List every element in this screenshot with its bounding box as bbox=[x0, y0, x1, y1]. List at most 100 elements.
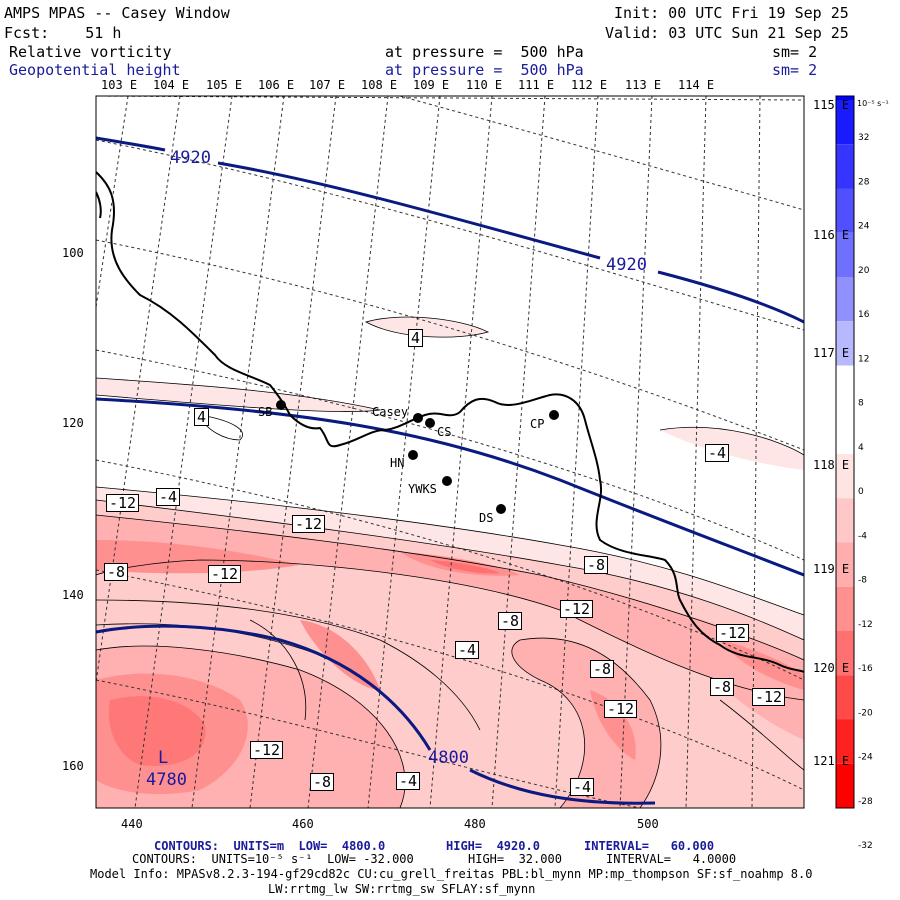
x-tick-label: 440 bbox=[121, 817, 143, 831]
footer-model-info-2: LW:rrtmg_lw SW:rrtmg_sw SFLAY:sf_mynn bbox=[268, 882, 536, 896]
height-contour-label: 4920 bbox=[170, 148, 211, 168]
colorbar-bin bbox=[836, 100, 854, 145]
vorticity-contour-label: -4 bbox=[705, 444, 730, 462]
vorticity-contour-label: 4 bbox=[194, 408, 210, 426]
colorbar-bin bbox=[836, 763, 854, 808]
vorticity-contour-label: -4 bbox=[156, 488, 181, 506]
graticule bbox=[96, 96, 804, 808]
lon-label-right: 119 E bbox=[813, 562, 850, 576]
colorbar-tick-label: 28 bbox=[858, 177, 870, 187]
colorbar-tick-label: 16 bbox=[858, 310, 870, 320]
init-time: Init: 00 UTC Fri 19 Sep 25 bbox=[614, 4, 849, 22]
colorbar-tick-label: 0 bbox=[858, 487, 864, 497]
vorticity-contours bbox=[96, 316, 804, 808]
colorbar-frame bbox=[835, 95, 855, 809]
lon-label-top: 105 E bbox=[206, 78, 243, 92]
station-marker-casey bbox=[413, 413, 423, 423]
footer-model-info: Model Info: MPASv8.2.3-194-gf29cd82c CU:… bbox=[90, 867, 813, 881]
forecast-hour: Fcst: 51 h bbox=[4, 24, 122, 42]
vorticity-contour-label: -12 bbox=[752, 688, 786, 706]
lon-label-top: 107 E bbox=[309, 78, 346, 92]
x-tick-label: 500 bbox=[637, 817, 659, 831]
y-tick-label: 140 bbox=[62, 588, 84, 602]
colorbar-bin bbox=[836, 409, 854, 454]
height-contours bbox=[96, 136, 804, 805]
footer-height-high: HIGH= 4920.0 bbox=[446, 839, 540, 853]
y-tick-label: 160 bbox=[62, 759, 84, 773]
height-contour-label: 4800 bbox=[428, 748, 469, 768]
colorbar-tick-label: -20 bbox=[858, 708, 873, 718]
field1-name: Relative vorticity bbox=[9, 43, 172, 61]
station-marker-cs bbox=[425, 418, 435, 428]
vorticity-contour-label: -8 bbox=[498, 612, 523, 630]
vorticity-contour-label: -8 bbox=[310, 773, 335, 791]
colorbar-bin bbox=[836, 277, 854, 322]
colorbar-tick-label: -16 bbox=[858, 664, 873, 674]
vorticity-contour-label: -12 bbox=[208, 565, 242, 583]
colorbar-cap bbox=[836, 96, 854, 100]
colorbar-tick-label: -4 bbox=[858, 531, 867, 541]
station-marker-ds bbox=[496, 504, 506, 514]
vorticity-contour-label: -8 bbox=[590, 660, 615, 678]
vorticity-contour-label: -12 bbox=[106, 494, 140, 512]
lon-label-right: 115 E bbox=[813, 98, 850, 112]
footer-vort-contours: CONTOURS: UNITS=10⁻⁵ s⁻¹ LOW= -32.000 bbox=[132, 852, 414, 866]
field2-level: at pressure = 500 hPa bbox=[385, 61, 584, 79]
vorticity-contour-label: -12 bbox=[716, 624, 750, 642]
colorbar-bin bbox=[836, 586, 854, 631]
colorbar-bin bbox=[836, 631, 854, 676]
stations bbox=[276, 400, 559, 514]
colorbar: 32 28 24 20 16 12 8 4 0 -4 -8 -12 -16 -20 -24 -28 -32 10⁻… bbox=[835, 95, 889, 851]
lon-label-top: 104 E bbox=[153, 78, 190, 92]
vorticity-contour-label: -8 bbox=[584, 556, 609, 574]
lon-label-top: 113 E bbox=[625, 78, 662, 92]
lon-label-top: 112 E bbox=[571, 78, 608, 92]
footer-vort-interval: INTERVAL= 4.0000 bbox=[606, 852, 737, 866]
vorticity-contour-label: -12 bbox=[250, 741, 284, 759]
vorticity-contour-label: -4 bbox=[570, 778, 595, 796]
colorbar-tick-label: 20 bbox=[858, 266, 870, 276]
vorticity-contour-label: -12 bbox=[292, 515, 326, 533]
colorbar-bin bbox=[836, 675, 854, 720]
station-marker-hn bbox=[408, 450, 418, 460]
colorbar-tick-label: 32 bbox=[858, 133, 869, 143]
colorbar-tick-label: 4 bbox=[858, 443, 864, 453]
colorbar-tick-label: 12 bbox=[858, 354, 869, 364]
vorticity-shading bbox=[96, 317, 804, 808]
footer-height-contours: CONTOURS: UNITS=m LOW= 4800.0 bbox=[154, 839, 386, 853]
vorticity-contour-label: -4 bbox=[455, 641, 480, 659]
lon-label-top: 110 E bbox=[466, 78, 503, 92]
lon-label-top: 108 E bbox=[361, 78, 398, 92]
lon-label-top: 114 E bbox=[678, 78, 715, 92]
colorbar-bin bbox=[836, 542, 854, 587]
colorbar-bin bbox=[836, 365, 854, 410]
footer-vort-high: HIGH= 32.000 bbox=[468, 852, 562, 866]
station-label-cs: CS bbox=[437, 425, 452, 439]
lon-label-top: 111 E bbox=[518, 78, 555, 92]
station-label-ywks: YWKS bbox=[408, 482, 437, 496]
lon-label-right: 117 E bbox=[813, 346, 850, 360]
lon-label-right: 120 E bbox=[813, 661, 850, 675]
vorticity-contour-label: -12 bbox=[604, 700, 638, 718]
plot-title: AMPS MPAS -- Casey Window bbox=[4, 4, 230, 22]
station-label-hn: HN bbox=[390, 456, 405, 470]
colorbar-bin bbox=[836, 321, 854, 366]
colorbar-tick-label: -12 bbox=[858, 620, 873, 630]
lon-label-right: 118 E bbox=[813, 458, 850, 472]
vorticity-contour-label: -12 bbox=[560, 600, 594, 618]
colorbar-tick-label: -8 bbox=[858, 576, 867, 586]
field1-level: at pressure = 500 hPa bbox=[385, 43, 584, 61]
lon-label-top: 103 E bbox=[101, 78, 138, 92]
colorbar-bin bbox=[836, 188, 854, 233]
lon-label-right: 116 E bbox=[813, 228, 850, 242]
colorbar-unit: 10⁻⁵ s⁻¹ bbox=[857, 99, 889, 108]
vorticity-contour-label: -8 bbox=[104, 563, 129, 581]
height-contour-label: 4920 bbox=[606, 255, 647, 275]
field2-smoothing: sm= 2 bbox=[772, 61, 818, 79]
colorbar-bin bbox=[836, 498, 854, 543]
low-center-label: L bbox=[158, 748, 169, 768]
station-label-sb: SB bbox=[258, 405, 273, 419]
lon-label-right: 121 E bbox=[813, 754, 850, 768]
colorbar-tick-label: 8 bbox=[858, 399, 864, 409]
